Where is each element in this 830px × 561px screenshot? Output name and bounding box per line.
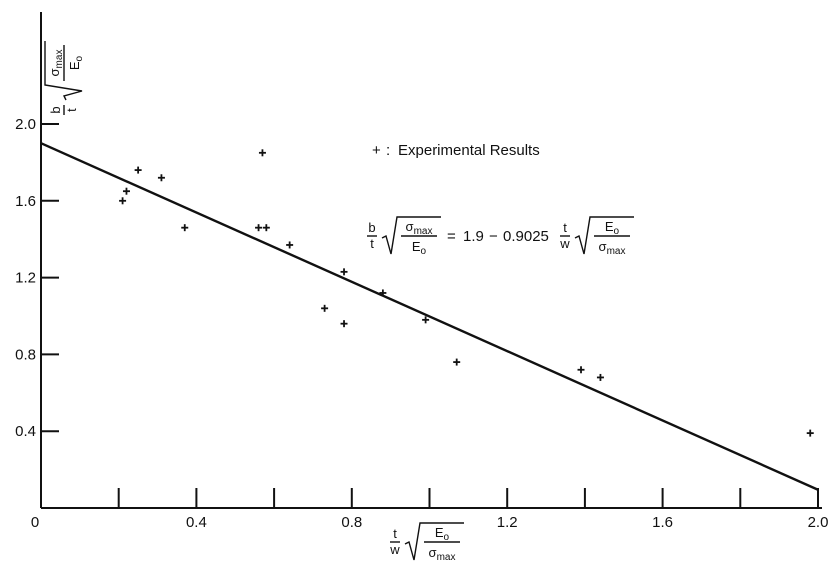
radical-denominator: Eo bbox=[67, 55, 85, 70]
chart-axes bbox=[40, 12, 822, 509]
fraction-numerator: t bbox=[563, 220, 567, 235]
radical-numerator: Eo bbox=[435, 525, 450, 543]
legend: +: Experimental Results bbox=[372, 142, 540, 159]
fraction-denominator: t bbox=[370, 236, 374, 251]
y-tick-label: 1.2 bbox=[15, 270, 36, 287]
equation-minus: − bbox=[489, 228, 498, 245]
data-point bbox=[340, 268, 348, 276]
fraction-denominator: w bbox=[559, 236, 570, 251]
legend-separator: : bbox=[386, 142, 390, 159]
radical-numerator: Eo bbox=[605, 219, 620, 237]
data-point bbox=[596, 373, 604, 381]
fraction-numerator: t bbox=[393, 526, 397, 541]
x-tick-label: 2.0 bbox=[808, 514, 829, 531]
fit-line-group bbox=[40, 142, 819, 491]
fit-line bbox=[40, 142, 819, 491]
data-points bbox=[119, 149, 814, 437]
data-point bbox=[340, 320, 348, 328]
fraction-denominator: w bbox=[389, 542, 400, 557]
y-axis-label: b t σmax Eo bbox=[44, 41, 85, 115]
y-tick-label: 0.4 bbox=[15, 423, 36, 440]
y-axis-label-rotated: b t σmax Eo bbox=[44, 41, 85, 115]
chart-ticks: 0 0.4 0.8 1.2 1.6 2.0 0.4 0.8 1.2 1.6 2.0 bbox=[15, 116, 828, 531]
data-point bbox=[122, 187, 130, 195]
equation-coefficient: 0.9025 bbox=[503, 228, 549, 245]
data-point bbox=[379, 289, 387, 297]
equation-constant: 1.9 bbox=[463, 228, 484, 245]
data-point bbox=[286, 241, 294, 249]
y-tick-label: 1.6 bbox=[15, 193, 36, 210]
radical-sign bbox=[574, 216, 634, 255]
y-tick-label: 0.8 bbox=[15, 346, 36, 363]
x-axis-label: tw Eo σmax bbox=[389, 522, 464, 561]
radical-denominator: Eo bbox=[412, 239, 427, 257]
fraction-numerator: b bbox=[368, 220, 375, 235]
radical-denominator: σmax bbox=[599, 239, 626, 257]
radical-numerator: σmax bbox=[47, 50, 65, 77]
data-point bbox=[453, 358, 461, 366]
data-point bbox=[806, 429, 814, 437]
radical-numerator: σmax bbox=[406, 219, 433, 237]
fraction-denominator: t bbox=[64, 108, 79, 112]
x-tick-label: 1.6 bbox=[652, 514, 673, 531]
data-point bbox=[255, 224, 263, 232]
data-point bbox=[157, 174, 165, 182]
legend-marker: + bbox=[372, 142, 381, 159]
radical-sign bbox=[44, 41, 83, 101]
fraction-numerator: b bbox=[48, 106, 63, 113]
x-tick-label: 0.8 bbox=[341, 514, 362, 531]
radical-denominator: σmax bbox=[429, 545, 456, 561]
data-point bbox=[321, 304, 329, 312]
x-tick-label: 1.2 bbox=[497, 514, 518, 531]
y-tick-label: 2.0 bbox=[15, 116, 36, 133]
data-point bbox=[134, 166, 142, 174]
radical-sign bbox=[404, 522, 464, 561]
data-point bbox=[262, 224, 270, 232]
data-point bbox=[258, 149, 266, 157]
data-point bbox=[577, 366, 585, 374]
data-point bbox=[422, 316, 430, 324]
x-tick-label: 0 bbox=[31, 514, 39, 531]
equation-equals: = bbox=[447, 228, 456, 245]
data-point bbox=[181, 224, 189, 232]
data-point bbox=[119, 197, 127, 205]
legend-label: Experimental Results bbox=[398, 142, 540, 159]
x-tick-label: 0.4 bbox=[186, 514, 207, 531]
radical-sign bbox=[381, 216, 441, 255]
